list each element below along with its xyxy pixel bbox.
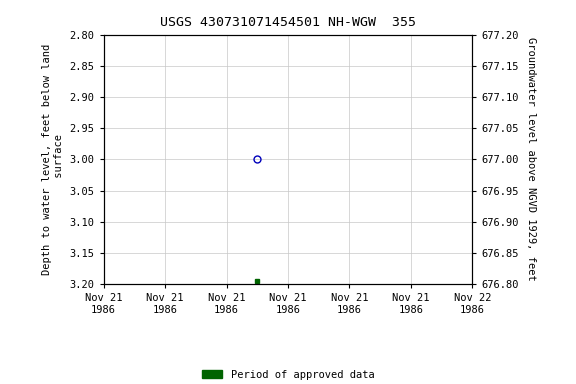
Y-axis label: Depth to water level, feet below land
 surface: Depth to water level, feet below land su…: [43, 44, 64, 275]
Y-axis label: Groundwater level above NGVD 1929, feet: Groundwater level above NGVD 1929, feet: [525, 38, 536, 281]
Legend: Period of approved data: Period of approved data: [198, 366, 378, 384]
Title: USGS 430731071454501 NH-WGW  355: USGS 430731071454501 NH-WGW 355: [160, 16, 416, 29]
